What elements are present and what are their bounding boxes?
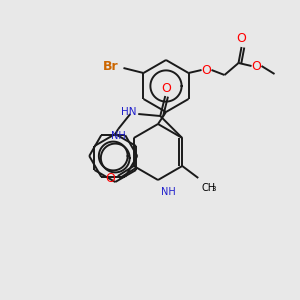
Text: O: O bbox=[202, 64, 212, 76]
Text: O: O bbox=[252, 59, 262, 73]
Text: O: O bbox=[237, 32, 247, 46]
Text: HN: HN bbox=[121, 107, 136, 117]
Text: NH: NH bbox=[111, 131, 126, 141]
Text: O: O bbox=[105, 172, 115, 184]
Text: Br: Br bbox=[103, 59, 118, 73]
Text: NH: NH bbox=[161, 187, 176, 197]
Text: 3: 3 bbox=[211, 186, 216, 192]
Text: O: O bbox=[161, 82, 171, 94]
Text: CH: CH bbox=[201, 183, 215, 193]
